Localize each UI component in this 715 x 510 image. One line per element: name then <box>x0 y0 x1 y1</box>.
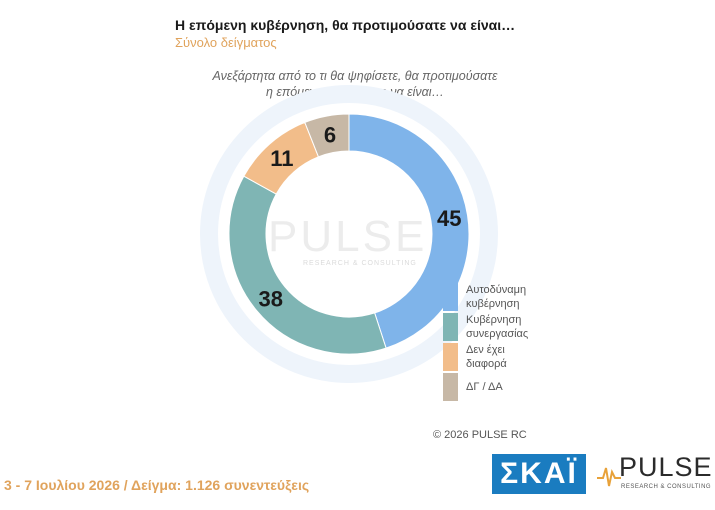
data-label-3: 6 <box>324 122 336 147</box>
legend-label-line: ΔΓ / ΔΑ <box>466 381 503 393</box>
pulse-logo: PULSE RESEARCH & CONSULTING <box>597 452 712 497</box>
legend-label-line: διαφορά <box>466 358 507 370</box>
skai-logo: ΣΚΑΪ <box>492 454 586 494</box>
data-label-2: 11 <box>270 146 293 171</box>
pulse-watermark-sub: RESEARCH & CONSULTING <box>303 260 417 267</box>
donut-slice-3 <box>304 113 350 158</box>
legend-label-0: Αυτοδύναμη κυβέρνηση <box>466 283 566 311</box>
legend-label-line: Κυβέρνηση <box>466 314 522 326</box>
donut-slice-1 <box>228 175 387 355</box>
copyright-text: © 2026 PULSE RC <box>433 429 527 441</box>
pulse-logo-word: PULSE <box>619 452 713 482</box>
legend-label-line: Δεν έχει <box>466 344 505 356</box>
pulse-logo-sub: RESEARCH & CONSULTING <box>621 484 712 490</box>
chart-legend: Αυτοδύναμη κυβέρνηση Κυβέρνηση συνεργασίας Δ… <box>443 283 563 403</box>
data-label-0: 45 <box>437 206 461 231</box>
question-line-1: Ανεξάρτητα από το τι θα ψηφίσετε, θα προ… <box>212 69 498 83</box>
donut-slice-0 <box>348 113 470 349</box>
legend-swatch-3 <box>443 373 458 401</box>
legend-item-1: Κυβέρνηση συνεργασίας <box>443 313 563 341</box>
legend-label-line: κυβέρνηση <box>466 298 520 310</box>
chart-subtitle: Σύνολο δείγματος <box>175 35 277 50</box>
chart-title: Η επόμενη κυβέρνηση, θα προτιμούσατε να … <box>175 17 516 33</box>
survey-footer: 3 - 7 Ιουλίου 2026 / Δείγμα: 1.126 συνεν… <box>4 477 310 493</box>
legend-swatch-1 <box>443 313 458 341</box>
legend-label-3: ΔΓ / ΔΑ <box>466 373 566 394</box>
legend-label-2: Δεν έχει διαφορά <box>466 343 566 371</box>
legend-swatch-2 <box>443 343 458 371</box>
legend-label-1: Κυβέρνηση συνεργασίας <box>466 313 566 341</box>
legend-label-line: συνεργασίας <box>466 328 529 340</box>
legend-label-line: Αυτοδύναμη <box>466 284 527 296</box>
pulse-watermark: PULSE <box>268 212 428 261</box>
legend-swatch-0 <box>443 283 458 311</box>
pulse-wave-icon <box>597 467 621 487</box>
legend-item-0: Αυτοδύναμη κυβέρνηση <box>443 283 563 311</box>
legend-item-3: ΔΓ / ΔΑ <box>443 373 563 401</box>
donut-halo <box>200 85 498 383</box>
legend-item-2: Δεν έχει διαφορά <box>443 343 563 371</box>
data-label-1: 38 <box>259 287 283 312</box>
